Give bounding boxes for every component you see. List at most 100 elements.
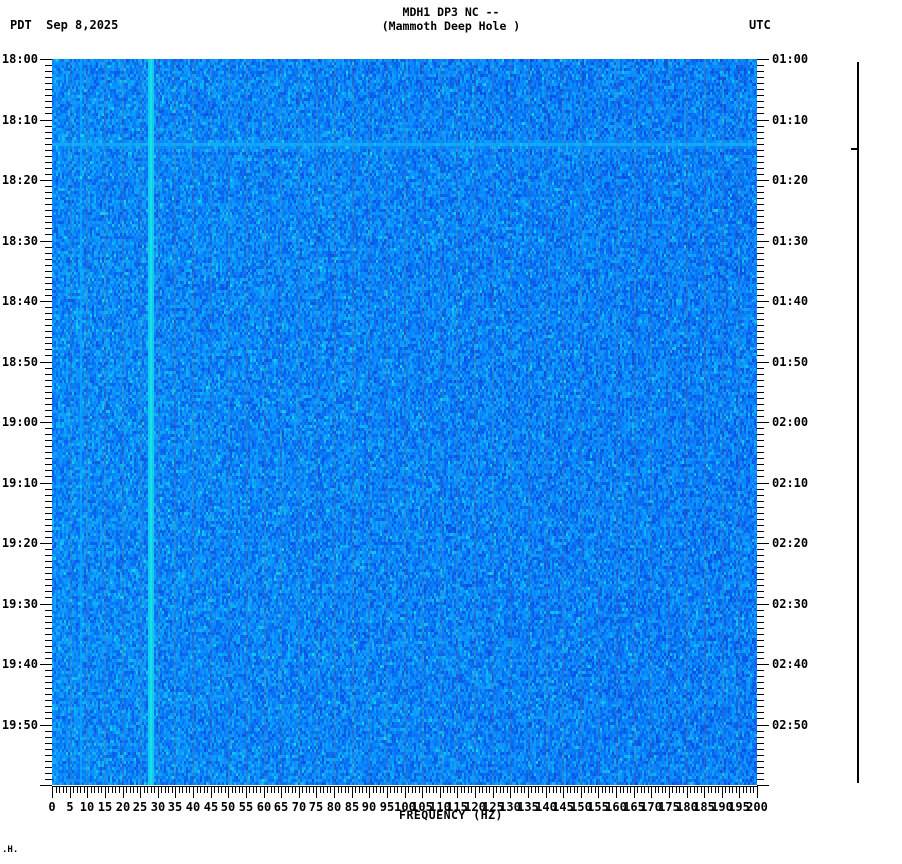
frequency-tick-minor [186,786,187,793]
frequency-tick-minor [549,786,550,793]
frequency-tick-minor [711,786,712,793]
frequency-tick-minor [623,786,624,793]
frequency-tick-major [281,786,282,798]
frequency-tick-minor [320,786,321,793]
frequency-label: 60 [256,800,272,814]
frequency-tick-minor [620,786,621,793]
time-tick-minor-left [45,168,52,169]
time-tick-minor-left [45,440,52,441]
time-tick-minor-right [757,555,764,556]
time-tick-minor-left [45,452,52,453]
time-label-left: 18:20 [1,173,38,187]
time-tick-major-left [40,241,52,242]
frequency-label: 55 [238,800,254,814]
time-label-left: 19:00 [1,415,38,429]
frequency-tick-major [405,786,406,798]
time-tick-minor-right [757,404,764,405]
frequency-tick-minor [426,786,427,793]
frequency-tick-major [228,786,229,798]
frequency-tick-minor [366,786,367,793]
frequency-tick-minor [471,786,472,793]
time-tick-major-right [757,362,769,363]
time-tick-minor-left [45,228,52,229]
frequency-label: 140 [535,800,557,814]
time-label-right: 01:00 [772,52,809,66]
frequency-tick-minor [232,786,233,793]
time-tick-minor-right [757,247,764,248]
time-tick-minor-left [45,682,52,683]
time-tick-minor-left [45,77,52,78]
time-tick-minor-right [757,410,764,411]
frequency-tick-minor [126,786,127,793]
time-tick-minor-left [45,470,52,471]
frequency-tick-minor [373,786,374,793]
time-tick-minor-right [757,767,764,768]
frequency-tick-minor [637,786,638,793]
time-label-left: 18:10 [1,113,38,127]
time-tick-minor-left [45,446,52,447]
time-tick-minor-right [757,313,764,314]
time-tick-minor-right [757,489,764,490]
frequency-label: 195 [728,800,750,814]
frequency-tick-minor [468,786,469,793]
time-tick-minor-left [45,331,52,332]
frequency-tick-minor [253,786,254,793]
time-tick-minor-left [45,83,52,84]
frequency-tick-minor [133,786,134,793]
frequency-tick-minor [556,786,557,793]
time-tick-minor-left [45,398,52,399]
frequency-label: 80 [326,800,342,814]
frequency-tick-minor [151,786,152,793]
frequency-label: 90 [361,800,377,814]
frequency-tick-minor [658,786,659,793]
frequency-tick-minor [433,786,434,793]
frequency-tick-minor [168,786,169,793]
time-tick-minor-left [45,132,52,133]
frequency-tick-minor [115,786,116,793]
time-tick-minor-left [45,150,52,151]
frequency-tick-minor [207,786,208,793]
frequency-tick-minor [285,786,286,793]
time-tick-minor-right [757,773,764,774]
frequency-tick-minor [323,786,324,793]
frequency-tick-minor [271,786,272,793]
time-tick-minor-left [45,192,52,193]
time-tick-minor-right [757,688,764,689]
frequency-tick-minor [584,786,585,793]
time-tick-minor-left [45,694,52,695]
time-tick-minor-right [757,634,764,635]
time-tick-minor-right [757,706,764,707]
time-tick-minor-right [757,700,764,701]
frequency-tick-major [687,786,688,798]
time-tick-minor-left [45,489,52,490]
time-tick-minor-right [757,253,764,254]
time-tick-minor-left [45,616,52,617]
time-tick-minor-left [45,458,52,459]
time-tick-minor-left [45,507,52,508]
frequency-tick-major [123,786,124,798]
time-tick-major-right [757,422,769,423]
frequency-tick-major [669,786,670,798]
time-tick-minor-right [757,277,764,278]
frequency-tick-minor [239,786,240,793]
time-tick-minor-left [45,573,52,574]
time-label-right: 01:50 [772,355,809,369]
time-label-left: 18:40 [1,294,38,308]
time-tick-minor-right [757,495,764,496]
time-label-left: 19:50 [1,718,38,732]
frequency-tick-minor [577,786,578,793]
frequency-tick-minor [535,786,536,793]
frequency-axis-baseline [52,786,757,787]
time-tick-minor-left [45,591,52,592]
time-tick-major-right [757,483,769,484]
frequency-tick-minor [221,786,222,793]
frequency-tick-minor [355,786,356,793]
frequency-tick-major [175,786,176,798]
time-tick-minor-right [757,718,764,719]
frequency-axis-title: FREQUENCY (HZ) [399,808,503,822]
time-tick-minor-right [757,676,764,677]
frequency-tick-major [422,786,423,798]
frequency-label: 70 [291,800,307,814]
time-tick-minor-right [757,761,764,762]
time-tick-major-left [40,725,52,726]
